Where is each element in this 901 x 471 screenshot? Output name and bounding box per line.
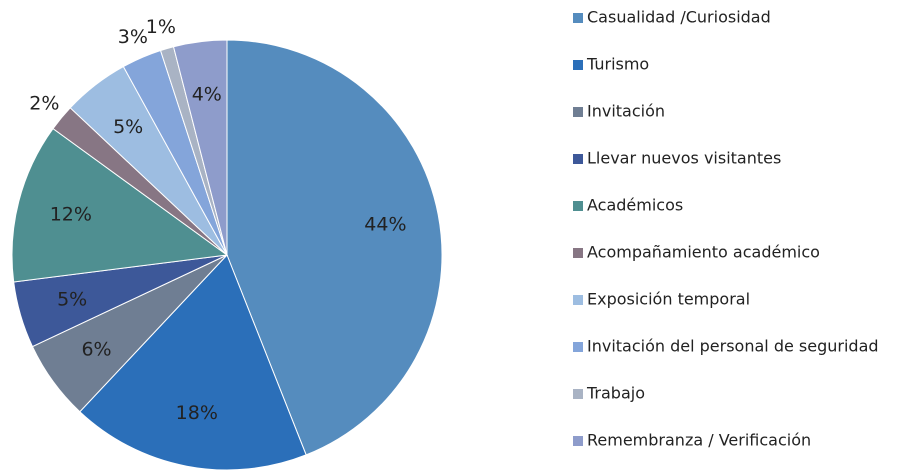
legend-swatch <box>573 60 583 70</box>
pie-slice <box>172 39 228 256</box>
slice-label: 4% <box>192 84 222 106</box>
legend-label: Casualidad /Curiosidad <box>587 8 771 27</box>
slice-label: 5% <box>57 288 87 310</box>
slice-label: 3% <box>118 26 148 48</box>
legend-label: Llevar nuevos visitantes <box>587 149 781 168</box>
legend-swatch <box>573 201 583 211</box>
legend-swatch <box>573 342 583 352</box>
legend-swatch <box>573 248 583 258</box>
legend-label: Turismo <box>586 55 649 74</box>
legend-label: Acompañamiento académico <box>587 243 820 262</box>
legend-label: Trabajo <box>586 384 645 403</box>
slice-label: 2% <box>29 92 59 114</box>
slice-label: 12% <box>50 203 92 225</box>
pie-slice <box>226 39 443 456</box>
slice-label: 18% <box>176 402 218 424</box>
legend-label: Académicos <box>587 196 683 215</box>
legend-label: Remembranza / Verificación <box>587 431 811 450</box>
legend-swatch <box>573 295 583 305</box>
legend-swatch <box>573 154 583 164</box>
slice-label: 44% <box>364 213 406 235</box>
legend-swatch <box>573 107 583 117</box>
legend-label: Invitación <box>587 102 665 121</box>
legend-swatch <box>573 13 583 23</box>
slice-label: 1% <box>146 16 176 38</box>
pie-slice <box>11 127 229 283</box>
legend-swatch <box>573 436 583 446</box>
slice-label: 5% <box>113 116 143 138</box>
legend-swatch <box>573 389 583 399</box>
slice-label: 6% <box>81 338 111 360</box>
pie-slice <box>79 254 307 471</box>
legend-label: Exposición temporal <box>587 290 750 309</box>
legend-label: Invitación del personal de seguridad <box>587 337 879 356</box>
